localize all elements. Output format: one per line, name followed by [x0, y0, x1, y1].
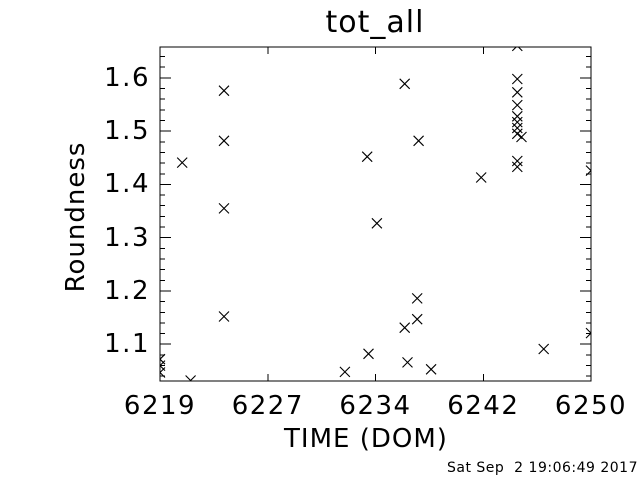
x-tick-label: 6219: [123, 391, 197, 421]
timestamp: Sat Sep 2 19:06:49 2017: [446, 460, 638, 476]
y-tick-label: 1.6: [104, 62, 150, 93]
y-tick-label: 1.5: [104, 116, 150, 147]
data-point-x-marker: [585, 327, 591, 339]
y-tick-label: 1.3: [104, 222, 150, 253]
data-point-x-marker: [160, 367, 166, 378]
x-tick-label: 6242: [447, 391, 520, 421]
data-point-x-marker: [511, 122, 523, 134]
data-point-x-marker: [511, 161, 523, 173]
data-point-x-marker: [399, 322, 411, 334]
data-point-x-marker: [511, 73, 523, 85]
data-point-x-marker: [511, 86, 523, 98]
data-point-x-marker: [425, 363, 437, 375]
data-point-x-marker: [511, 116, 523, 128]
data-point-x-marker: [411, 313, 423, 325]
data-point-x-marker: [511, 110, 523, 122]
data-point-x-marker: [218, 85, 230, 97]
data-point-x-marker: [176, 157, 188, 168]
scatter-points: [160, 47, 591, 381]
data-point-x-marker: [402, 357, 413, 368]
data-point-x-marker: [413, 135, 424, 147]
y-tick-label: 1.4: [104, 169, 150, 200]
x-tick-label: 6234: [339, 391, 412, 421]
data-point-x-marker: [585, 165, 591, 176]
data-point-x-marker: [218, 311, 230, 322]
x-tick-label: 6227: [231, 391, 304, 421]
data-point-x-marker: [339, 366, 351, 378]
data-point-x-marker: [475, 172, 487, 183]
data-point-x-marker: [363, 348, 374, 360]
data-point-x-marker: [218, 203, 230, 214]
x-axis-label: TIME (DOM): [284, 424, 448, 454]
data-point-x-marker: [361, 151, 373, 163]
data-point-x-marker: [411, 293, 423, 304]
data-point-x-marker: [185, 375, 196, 381]
data-point-x-marker: [511, 99, 523, 111]
data-point-x-marker: [371, 217, 383, 229]
data-point-x-marker: [538, 343, 550, 355]
data-point-x-marker: [218, 135, 230, 147]
data-point-x-marker: [516, 131, 527, 143]
data-point-x-marker: [511, 155, 523, 167]
plot-title: tot_all: [325, 5, 425, 40]
y-tick-label: 1.1: [104, 329, 150, 360]
x-tick-label: 6250: [554, 391, 628, 421]
y-tick-label: 1.2: [104, 276, 150, 306]
data-point-x-marker: [511, 47, 523, 52]
data-point-x-marker: [399, 78, 411, 90]
